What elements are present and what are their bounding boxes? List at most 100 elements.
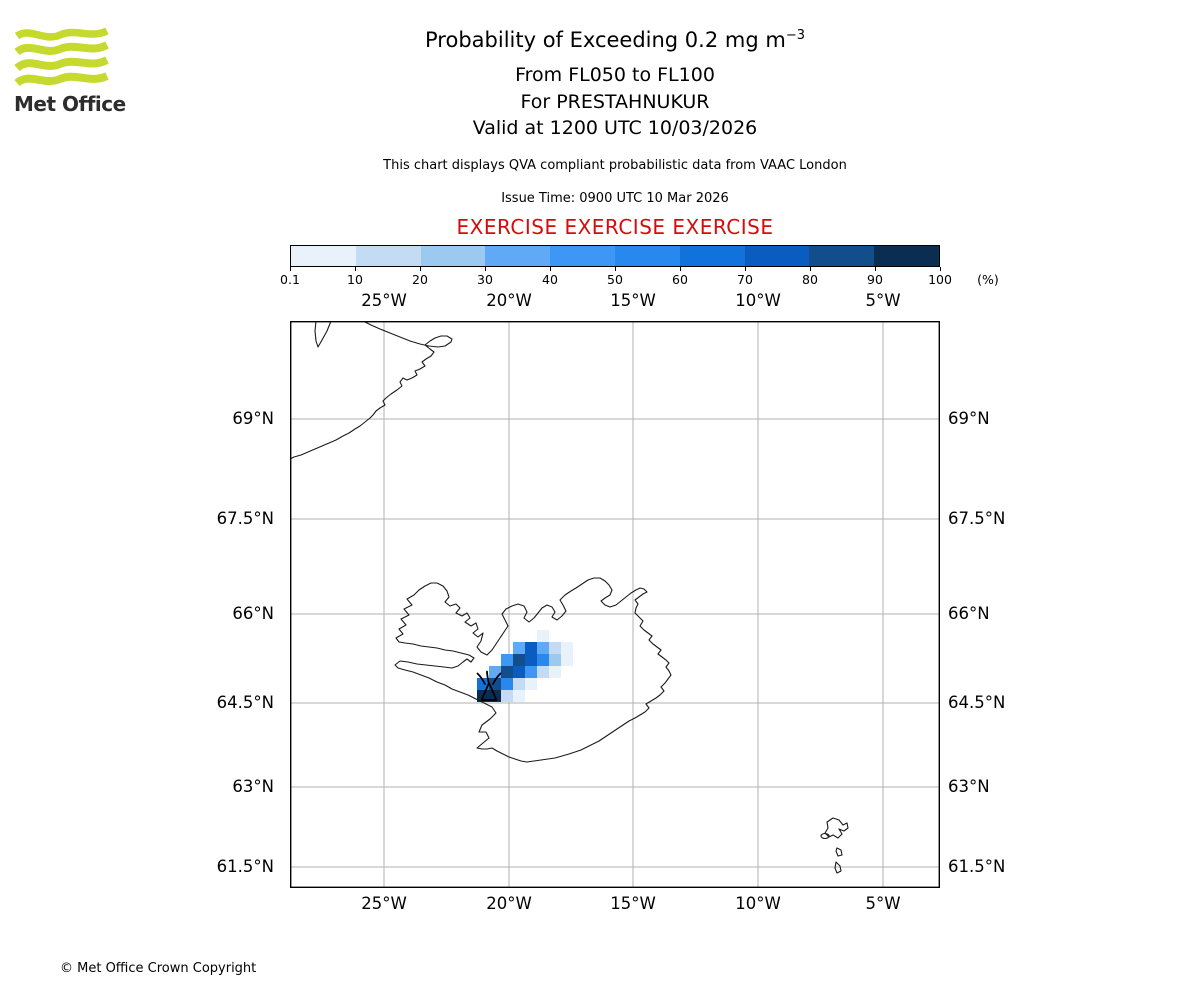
colorbar-tick-label: 50 <box>607 272 623 287</box>
colorbar-tick <box>420 267 421 271</box>
probability-cell <box>513 654 525 666</box>
faroe-island-small-mid <box>835 847 843 857</box>
colorbar-segment <box>355 246 421 266</box>
probability-cell <box>501 654 513 666</box>
logo-wave <box>14 72 109 87</box>
colorbar-tick <box>940 267 941 271</box>
volcano-triangle <box>480 682 498 701</box>
latitude-label: 61.5°N <box>216 857 274 876</box>
colorbar-tick-label: 30 <box>477 272 493 287</box>
probability-cell <box>513 666 525 678</box>
latitude-label: 64.5°N <box>216 693 274 712</box>
chart-title-text: Probability of Exceeding 0.2 mg m <box>425 28 786 52</box>
latitude-label: 67.5°N <box>948 509 1006 528</box>
latitude-label: 66°N <box>232 604 274 623</box>
probability-cell <box>525 642 537 654</box>
latitude-label: 66°N <box>948 604 990 623</box>
latitude-labels-left: 69°N 67.5°N 66°N 64.5°N 63°N 61.5°N <box>150 321 282 888</box>
longitude-label: 10°W <box>735 894 781 913</box>
colorbar-tick <box>680 267 681 271</box>
issue-time: Issue Time: 0900 UTC 10 Mar 2026 <box>501 191 729 206</box>
probability-cell <box>561 654 573 666</box>
probability-cell <box>537 666 549 678</box>
probability-cell <box>537 654 549 666</box>
greenland-fjord-strip <box>314 321 332 348</box>
probability-cell <box>513 678 525 690</box>
latitude-labels-right: 69°N 67.5°N 66°N 64.5°N 63°N 61.5°N <box>946 321 1076 888</box>
colorbar-tick <box>485 267 486 271</box>
volcano-marker <box>476 670 502 701</box>
colorbar-tick-label: 80 <box>802 272 818 287</box>
longitude-labels-bottom: 25°W 20°W 15°W 10°W 5°W <box>290 893 940 915</box>
colorbar-tick <box>615 267 616 271</box>
probability-cell <box>513 690 525 702</box>
logo-wave <box>14 56 109 72</box>
chart-title-exponent: −3 <box>785 28 805 43</box>
probability-cell <box>513 642 525 654</box>
longitude-label: 25°W <box>361 291 407 310</box>
colorbar-segment <box>485 246 551 266</box>
colorbar-segment <box>550 246 615 266</box>
grid-layer <box>290 321 940 888</box>
flight-level-range: From FL050 to FL100 <box>515 64 715 86</box>
latitude-label: 69°N <box>232 409 274 428</box>
greenland-coastline <box>290 321 453 460</box>
probability-cell <box>549 666 561 678</box>
volcano-eruption-ray-left <box>476 672 486 685</box>
colorbar-tick <box>550 267 551 271</box>
colorbar-segment <box>809 246 875 266</box>
probability-cell <box>549 654 561 666</box>
exercise-banner: EXERCISE EXERCISE EXERCISE <box>456 215 774 239</box>
probability-cell <box>501 666 513 678</box>
probability-cell <box>501 678 513 690</box>
colorbar <box>290 245 940 267</box>
latitude-label: 69°N <box>948 409 990 428</box>
probability-cell <box>537 630 549 642</box>
iceland-coastline <box>394 577 672 763</box>
copyright-notice: © Met Office Crown Copyright <box>60 961 257 976</box>
chart-title: Probability of Exceeding 0.2 mg m−3 <box>30 28 1200 52</box>
colorbar-segment <box>420 246 486 266</box>
colorbar-tick <box>745 267 746 271</box>
latitude-label: 63°N <box>948 777 990 796</box>
colorbar-tick-label: 70 <box>737 272 753 287</box>
longitude-label: 25°W <box>361 894 407 913</box>
longitude-label: 5°W <box>865 291 901 310</box>
volcano-name-line: For PRESTAHNUKUR <box>520 91 710 113</box>
colorbar-tick-label: 20 <box>412 272 428 287</box>
colorbar-segment <box>744 246 810 266</box>
latitude-label: 61.5°N <box>948 857 1006 876</box>
map-panel <box>290 321 940 888</box>
colorbar-tick <box>810 267 811 271</box>
probability-cell <box>477 678 489 690</box>
colorbar-tick-label: 0.1 <box>280 272 300 287</box>
probability-cell <box>525 666 537 678</box>
probability-cell <box>561 642 573 654</box>
latitude-label: 63°N <box>232 777 274 796</box>
probability-cell <box>489 678 501 690</box>
longitude-labels-top: 25°W 20°W 15°W 10°W 5°W <box>290 290 940 312</box>
colorbar-tick-label: 40 <box>542 272 558 287</box>
faroe-islands-coastline <box>820 817 849 874</box>
logo-wave <box>14 41 109 56</box>
longitude-label: 20°W <box>486 291 532 310</box>
volcano-eruption-ray-right <box>492 672 502 685</box>
logo-wordmark: Met Office <box>14 92 126 116</box>
colorbar-unit-label: (%) <box>977 272 999 287</box>
probability-cell <box>501 690 513 702</box>
map-frame <box>290 321 940 888</box>
longitude-label: 10°W <box>735 291 781 310</box>
qva-note: This chart displays QVA compliant probab… <box>383 158 847 173</box>
logo-wave <box>14 27 109 41</box>
probability-cell <box>537 642 549 654</box>
faroe-island-small-west <box>820 832 830 840</box>
volcano-eruption-ray-middle <box>486 670 490 683</box>
latitude-label: 64.5°N <box>948 693 1006 712</box>
colorbar-tick <box>875 267 876 271</box>
colorbar-tick <box>355 267 356 271</box>
colorbar-tick-label: 60 <box>672 272 688 287</box>
probability-cell <box>525 678 537 690</box>
longitude-label: 15°W <box>610 291 656 310</box>
faroe-island-main <box>824 817 849 839</box>
